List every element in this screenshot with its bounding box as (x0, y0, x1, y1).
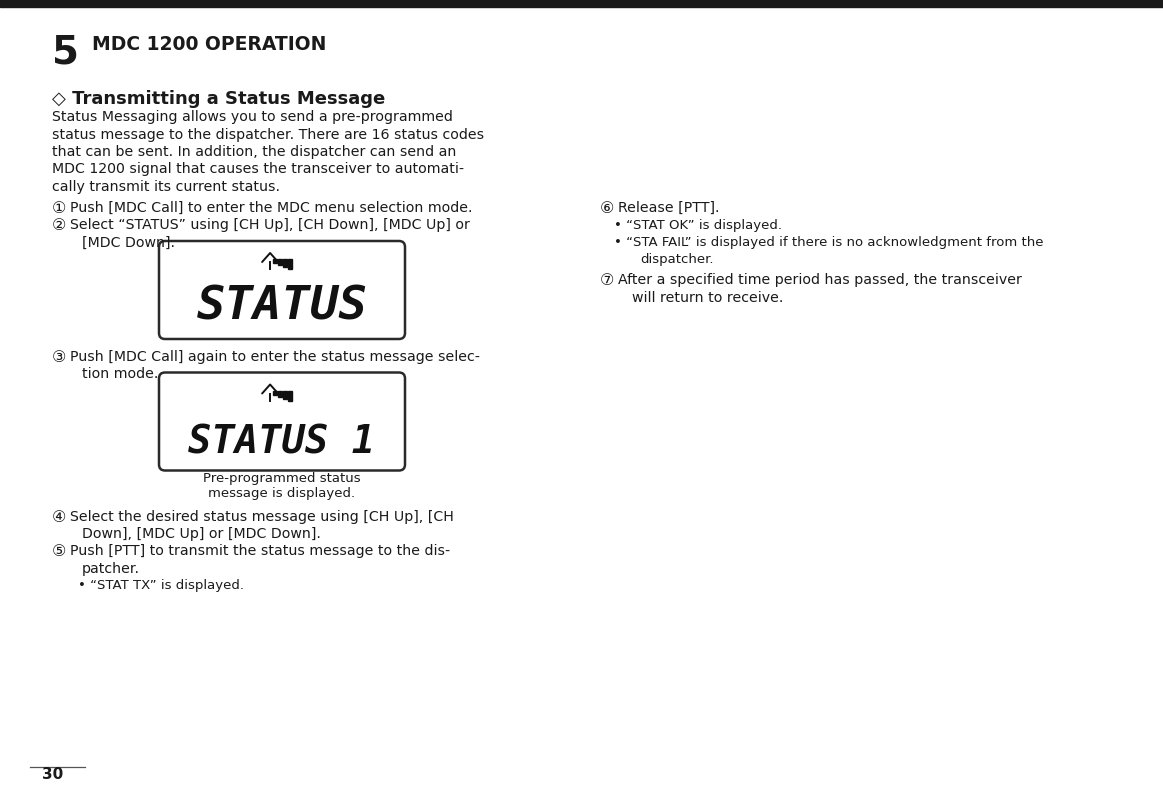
Text: ①: ① (52, 201, 66, 216)
Text: Push [MDC Call] to enter the MDC menu selection mode.: Push [MDC Call] to enter the MDC menu se… (70, 201, 472, 214)
Text: 30: 30 (42, 766, 63, 781)
Bar (288, 391, 292, 401)
Text: Release [PTT].: Release [PTT]. (618, 201, 720, 214)
Text: ◇ Transmitting a Status Message: ◇ Transmitting a Status Message (52, 90, 385, 108)
Text: STATUS: STATUS (197, 284, 368, 329)
Text: Pre-programmed status: Pre-programmed status (204, 472, 361, 485)
Text: ⑥: ⑥ (600, 201, 614, 216)
Text: Down], [MDC Up] or [MDC Down].: Down], [MDC Up] or [MDC Down]. (83, 526, 321, 540)
Bar (0, 0, 1163, 8)
Text: 5: 5 (52, 34, 79, 72)
Text: STATUS 1: STATUS 1 (188, 423, 376, 461)
Text: After a specified time period has passed, the transceiver: After a specified time period has passed… (618, 273, 1022, 287)
Bar (278, 391, 281, 397)
Bar (283, 259, 286, 267)
Text: ⑦: ⑦ (600, 273, 614, 287)
Text: Push [PTT] to transmit the status message to the dis-: Push [PTT] to transmit the status messag… (70, 544, 450, 558)
Text: tion mode.: tion mode. (83, 367, 158, 381)
Text: • “STAT OK” is displayed.: • “STAT OK” is displayed. (614, 218, 782, 231)
Bar (273, 259, 277, 263)
FancyBboxPatch shape (159, 242, 405, 340)
Text: • “STA FAIL” is displayed if there is no acknowledgment from the: • “STA FAIL” is displayed if there is no… (614, 236, 1043, 249)
Bar (288, 259, 292, 270)
Text: ③: ③ (52, 349, 66, 365)
Text: message is displayed.: message is displayed. (208, 487, 356, 500)
Text: Status Messaging allows you to send a pre-programmed: Status Messaging allows you to send a pr… (52, 110, 452, 124)
Text: patcher.: patcher. (83, 561, 140, 575)
Bar (283, 391, 286, 399)
Text: Push [MDC Call] again to enter the status message selec-: Push [MDC Call] again to enter the statu… (70, 349, 480, 364)
Text: dispatcher.: dispatcher. (640, 253, 713, 266)
Text: ⑤: ⑤ (52, 544, 66, 559)
Text: that can be sent. In addition, the dispatcher can send an: that can be sent. In addition, the dispa… (52, 145, 456, 159)
Text: Select the desired status message using [CH Up], [CH: Select the desired status message using … (70, 509, 454, 523)
Text: MDC 1200 OPERATION: MDC 1200 OPERATION (92, 35, 327, 54)
Text: • “STAT TX” is displayed.: • “STAT TX” is displayed. (78, 579, 244, 592)
Text: MDC 1200 signal that causes the transceiver to automati-: MDC 1200 signal that causes the transcei… (52, 162, 464, 177)
Text: cally transmit its current status.: cally transmit its current status. (52, 180, 280, 194)
Bar (278, 259, 281, 266)
Bar (273, 391, 277, 395)
Text: will return to receive.: will return to receive. (632, 290, 784, 304)
Text: status message to the dispatcher. There are 16 status codes: status message to the dispatcher. There … (52, 128, 484, 141)
FancyBboxPatch shape (159, 373, 405, 471)
Text: ②: ② (52, 218, 66, 233)
Text: ④: ④ (52, 509, 66, 524)
Text: Select “STATUS” using [CH Up], [CH Down], [MDC Up] or: Select “STATUS” using [CH Up], [CH Down]… (70, 218, 470, 232)
Text: [MDC Down].: [MDC Down]. (83, 236, 174, 250)
